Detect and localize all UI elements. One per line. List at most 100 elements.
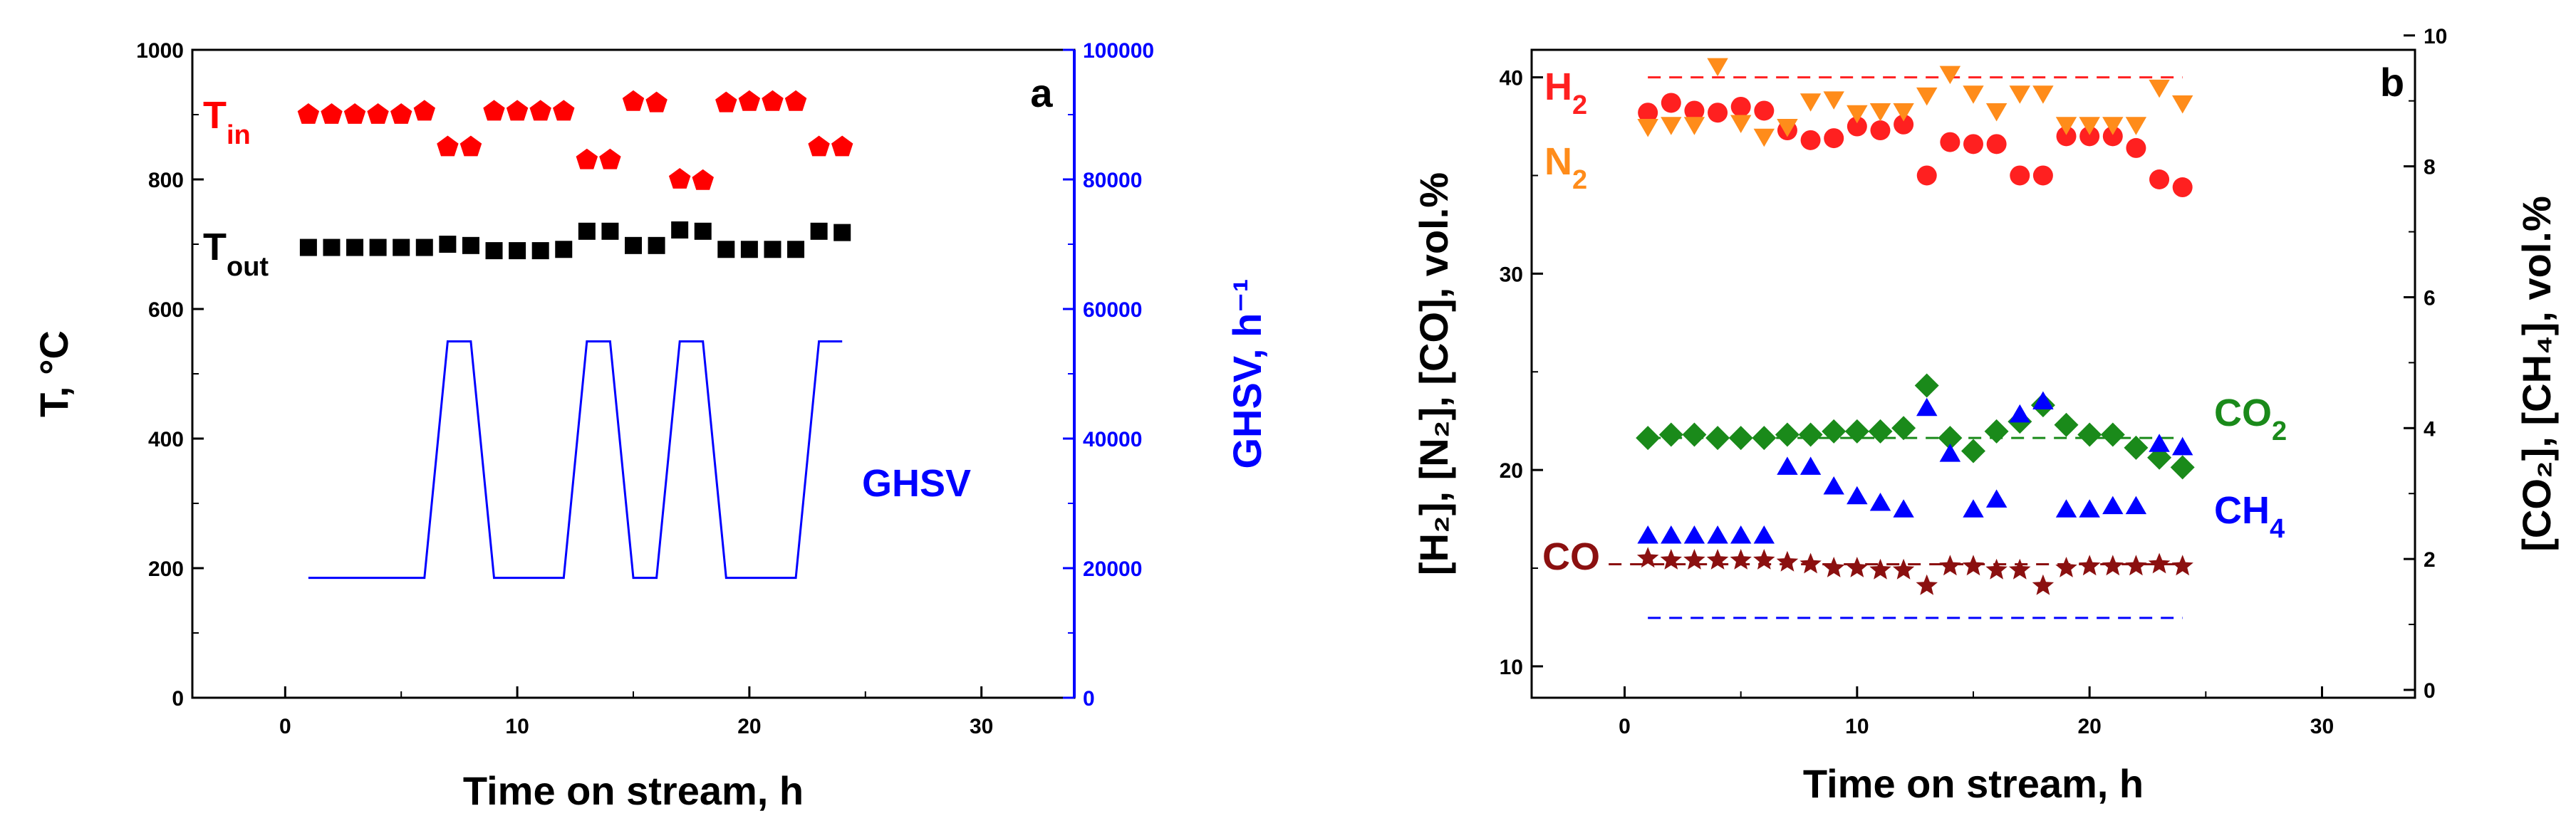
y2-tick-label: 100000 [1083,39,1154,63]
chart-panel-a: 0 10 20 30 0 200 400 600 800 1000 0 20000 40000 600… [31,39,1269,813]
data-point-h2 [1754,100,1775,121]
data-point-tin [413,100,435,121]
data-point-n2 [2172,95,2193,114]
data-point-tout [323,239,341,256]
data-point-h2 [1963,134,1983,154]
x-ticks-a: 0 10 20 30 [279,686,993,738]
data-point-ch4 [1823,476,1844,495]
y2-tick-label: 0 [2424,679,2436,703]
data-point-ch4 [1707,525,1728,544]
data-point-co2 [1728,426,1753,451]
y2-ticks-b: 0 2 4 6 8 10 [2404,25,2447,703]
data-point-co2 [1658,422,1683,447]
data-point-tin [831,135,853,157]
data-point-co [1636,547,1659,568]
data-point-tout [415,239,433,256]
y-tick-label: 1000 [136,39,184,63]
data-point-h2 [2172,177,2193,198]
data-point-h2 [1684,100,1705,121]
label-h2-sub: 2 [1572,90,1587,120]
label-tout-sub: out [227,252,269,282]
panel-letter-b: b [2380,60,2404,105]
data-point-ch4 [1869,493,1891,511]
data-point-n2 [2102,117,2124,135]
data-point-tout [346,239,364,256]
y2-tick-label: 80000 [1083,169,1142,192]
data-point-co2 [2124,435,2149,460]
data-point-ch4 [1753,525,1775,544]
y2-tick-label: 0 [1083,687,1095,711]
data-point-h2 [1708,103,1728,123]
x-tick-label: 10 [1845,715,1869,738]
y-axis-title-b: [H₂], [N₂], [CO], vol.% [1411,172,1456,575]
y-tick-label: 10 [1500,656,1523,679]
data-point-n2 [1707,58,1728,77]
y2-tick-label: 60000 [1083,298,1142,322]
label-n2-main: N [1544,140,1572,183]
data-point-tout [671,221,689,239]
data-point-tout [694,222,712,240]
x-tick-label: 30 [970,715,993,738]
data-point-h2 [1730,96,1751,117]
label-tout: Tout [203,226,269,282]
data-point-co2 [1798,422,1823,447]
data-point-co2 [1752,426,1777,451]
label-ch4: CH4 [2214,489,2285,544]
plot-frame-a [191,48,1076,699]
data-point-ch4 [2032,391,2054,409]
data-point-h2 [2056,126,2077,147]
data-point-n2 [2125,117,2147,135]
y2-tick-label: 4 [2424,417,2436,441]
data-point-co2 [1961,439,1985,463]
label-co2: CO2 [2214,392,2287,446]
data-point-co2 [1891,416,1916,441]
y-ticks-b: 10 20 30 40 [1500,67,1543,679]
data-point-co2 [1868,419,1893,444]
data-point-tin [784,90,807,111]
data-point-tout [833,224,851,241]
data-point-h2 [2126,137,2146,158]
series-marks-a [297,90,853,580]
y2-axis-title-a: GHSV, h⁻¹ [1225,278,1269,468]
y2-tick-label: 40000 [1083,428,1142,451]
data-point-h2 [1940,132,1960,152]
data-point-ch4 [2079,499,2100,518]
data-point-n2 [1939,66,1961,85]
data-point-n2 [1893,103,1914,122]
data-point-co [1892,558,1915,580]
data-point-h2 [1824,128,1844,149]
data-point-tout [299,239,317,256]
data-point-n2 [1963,85,1984,104]
data-point-tout [509,242,526,260]
y-tick-label: 0 [172,687,184,711]
y2-axis-title-b: [CO₂], [CH₄], vol.% [2514,196,2559,552]
data-point-h2 [1661,93,1681,113]
data-point-co [1799,552,1822,574]
data-point-ch4 [1893,499,1914,518]
data-point-h2 [1870,120,1891,141]
data-point-co [1869,558,1891,580]
data-point-h2 [2032,165,2053,186]
data-point-h2 [2102,126,2123,147]
data-point-tin [692,169,714,190]
x-tick-label: 20 [2077,715,2101,738]
data-point-co [1916,574,1938,595]
y2-tick-label: 10 [2424,25,2447,48]
label-co2-main: CO [2214,392,2272,434]
data-point-n2 [1985,103,2008,122]
y-tick-label: 40 [1500,67,1523,90]
label-tin: Tin [203,94,251,150]
data-point-tin [529,100,551,121]
data-point-co2 [1636,426,1661,451]
x-tick-label: 0 [1619,715,1631,738]
x-tick-label: 10 [505,715,529,738]
data-point-tin [715,91,737,112]
data-point-co [1823,557,1845,577]
data-point-co2 [1775,422,1799,447]
x-tick-label: 20 [737,715,761,738]
data-point-n2 [1799,93,1822,112]
data-point-tout [555,241,573,258]
data-point-tin [297,103,320,124]
chart-panel-b: 0 10 20 30 10 20 30 40 0 2 4 6 8 10 b Time on strea… [1411,25,2559,806]
